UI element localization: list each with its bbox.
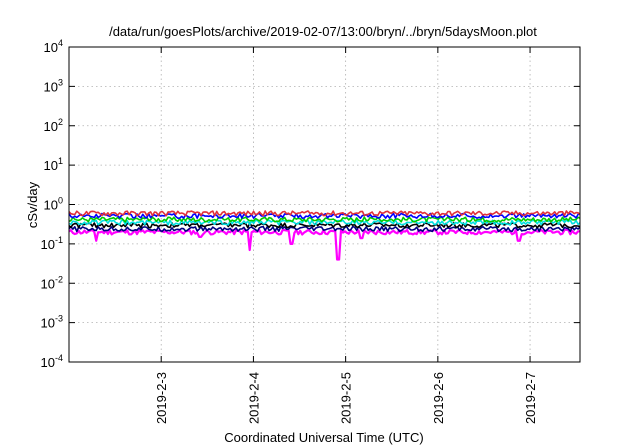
series-line: [68, 228, 580, 261]
y-tick-base: 10: [44, 40, 58, 55]
y-tick-base: 10: [41, 237, 55, 252]
grid: [69, 47, 580, 362]
x-tick-label: 2019-2-6: [431, 372, 446, 424]
y-tick-exponent: 0: [58, 196, 63, 206]
y-tick-label: 103: [44, 77, 63, 94]
y-tick-label: 100: [44, 196, 63, 213]
y-tick-base: 10: [41, 355, 55, 370]
y-tick-exponent: 4: [58, 38, 63, 48]
x-axis: 2019-2-3 2019-2-4 2019-2-5 2019-2-6 2019-2-7: [154, 47, 538, 424]
series-line: [68, 219, 581, 226]
series-line: [68, 216, 581, 223]
y-tick-exponent: -2: [55, 274, 63, 284]
y-tick-label: 104: [44, 38, 63, 55]
chart-title: /data/run/goesPlots/archive/2019-02-07/1…: [109, 24, 537, 39]
y-tick-label: 10-2: [41, 274, 63, 291]
y-tick-exponent: 3: [58, 77, 63, 87]
y-tick-base: 10: [41, 276, 55, 291]
y-axis-label: cSv/day: [25, 181, 40, 228]
x-tick-label: 2019-2-4: [246, 372, 261, 424]
y-tick-exponent: 2: [58, 117, 63, 127]
y-tick-base: 10: [41, 316, 55, 331]
y-tick-label: 10-4: [41, 353, 63, 370]
x-tick-label: 2019-2-5: [339, 372, 354, 424]
series-line: [68, 212, 581, 219]
y-tick-label: 10-3: [41, 314, 63, 331]
y-tick-base: 10: [44, 79, 58, 94]
y-tick-base: 10: [44, 119, 58, 134]
series-line: [68, 225, 581, 233]
x-axis-label: Coordinated Universal Time (UTC): [224, 430, 423, 445]
y-tick-label: 101: [44, 156, 63, 173]
x-tick-label: 2019-2-7: [523, 372, 538, 424]
y-tick-label: 102: [44, 117, 63, 134]
y-tick-exponent: -1: [55, 235, 63, 245]
y-tick-base: 10: [44, 158, 58, 173]
x-tick-label: 2019-2-3: [154, 372, 169, 424]
y-tick-exponent: -4: [55, 353, 63, 363]
y-tick-label: 10-1: [41, 235, 63, 252]
y-tick-exponent: 1: [58, 156, 63, 166]
data-series: [68, 210, 581, 261]
y-tick-base: 10: [44, 198, 58, 213]
y-tick-exponent: -3: [55, 314, 63, 324]
series-line: [68, 210, 581, 217]
